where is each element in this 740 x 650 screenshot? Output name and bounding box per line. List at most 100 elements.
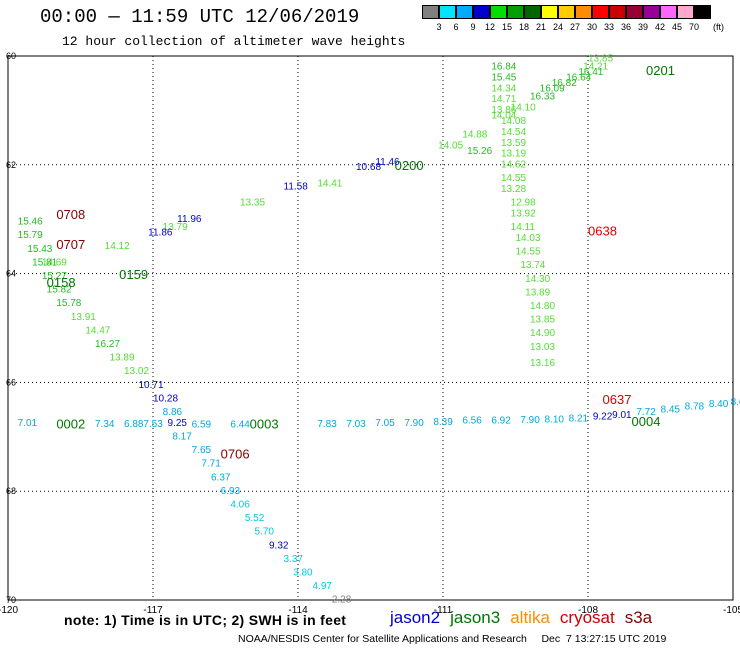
swh-value-label: 3.80: [293, 568, 313, 579]
colorbar-label: 39: [637, 22, 648, 32]
swh-value-label: 15.45: [491, 72, 516, 83]
swh-value-label: 6.56: [462, 416, 482, 427]
swh-value-label: 16.33: [530, 92, 555, 103]
colorbar-cell: [541, 5, 558, 19]
swh-value-label: 13.92: [511, 208, 536, 219]
swh-value-label: 13.02: [124, 366, 149, 377]
swh-value-label: 14.08: [501, 116, 526, 127]
swh-value-label: 11.86: [148, 228, 173, 239]
colorbar-cell: [473, 5, 490, 19]
colorbar-cell: [694, 5, 711, 19]
swh-value-label: 9.25: [168, 418, 188, 429]
swh-value-label: 2.28: [332, 595, 352, 606]
colorbar-cell: [490, 5, 507, 19]
colorbar-cell: [439, 5, 456, 19]
swh-value-label: 16.64: [566, 72, 591, 83]
page-title: 00:00 — 11:59 UTC 12/06/2019: [40, 6, 360, 28]
colorbar-cell: [456, 5, 473, 19]
pass-time-label: 0706: [221, 447, 250, 462]
swh-value-label: 13.59: [501, 138, 526, 149]
swh-value-label: 14.05: [438, 140, 463, 151]
pass-time-label: 0158: [47, 275, 76, 290]
swh-value-label: 14.80: [530, 301, 555, 312]
swh-value-label: 16.84: [491, 62, 516, 73]
colorbar-cell: [524, 5, 541, 19]
colorbar-cell: [609, 5, 626, 19]
pass-time-label: 0159: [119, 267, 148, 282]
swh-value-label: 7.90: [404, 418, 424, 429]
swh-value-label: 11.46: [375, 157, 400, 168]
swh-value-label: 8.86: [163, 407, 183, 418]
colorbar-label: 15: [501, 22, 512, 32]
colorbar-cell: [507, 5, 524, 19]
swh-value-label: 4.06: [230, 500, 250, 511]
swh-value-label: 8.78: [685, 402, 705, 413]
swh-value-label: 7.34: [95, 419, 115, 430]
swh-value-label: 8.45: [661, 404, 681, 415]
colorbar-cell: [422, 5, 439, 19]
pass-time-label: 0004: [632, 414, 661, 429]
colorbar-label: 21: [535, 22, 546, 32]
swh-value-label: 13.85: [530, 315, 555, 326]
colorbar-cell: [626, 5, 643, 19]
mission-jason2: jason2: [390, 608, 441, 627]
swh-value-label: 14.34: [491, 83, 516, 94]
x-tick-label: -105: [723, 605, 740, 616]
swh-value-label: 6.37: [211, 472, 231, 483]
swh-value-label: 8.40: [709, 399, 729, 410]
mission-cryosat: cryosat: [559, 608, 615, 627]
x-tick-label: -117: [143, 605, 163, 616]
swh-value-label: 7.65: [192, 445, 212, 456]
colorbar-label: 36: [620, 22, 631, 32]
swh-value-label: 14.10: [511, 102, 536, 113]
colorbar-cell: [575, 5, 592, 19]
swh-value-label: 7.53: [143, 419, 163, 430]
swh-value-label: 7.83: [317, 419, 337, 430]
swh-value-label: 7.03: [346, 419, 366, 430]
colorbar-cell: [592, 5, 609, 19]
swh-value-label: 14.11: [511, 222, 536, 233]
pass-time-label: 0200: [395, 158, 424, 173]
swh-value-label: 10.71: [139, 380, 164, 391]
swh-value-label: 7.71: [201, 459, 221, 470]
swh-value-label: 13.91: [71, 312, 96, 323]
swh-value-label: 13.79: [163, 222, 188, 233]
swh-value-label: 11.96: [177, 214, 202, 225]
swh-value-label: 14.03: [516, 233, 541, 244]
swh-value-label: 4.97: [313, 581, 333, 592]
colorbar-label: 9: [470, 22, 476, 32]
swh-value-label: 15.79: [18, 230, 43, 241]
mission-s3a: s3a: [624, 608, 653, 627]
swh-value-label: 12.98: [511, 198, 536, 209]
swh-value-label: 13.16: [530, 358, 555, 369]
swh-value-label: 14.41: [317, 179, 342, 190]
y-tick-label: 64: [6, 269, 16, 279]
swh-value-label: 7.05: [375, 418, 395, 429]
swh-value-label: 13.74: [520, 260, 545, 271]
swh-value-label: 7.90: [520, 415, 540, 426]
swh-value-label: 14.21: [583, 62, 608, 73]
swh-value-label: 10.28: [153, 393, 178, 404]
swh-value-label: 13.03: [530, 342, 555, 353]
swh-value-label: 13.89: [110, 353, 135, 364]
swh-value-label: 15.81: [32, 257, 57, 268]
swh-value-label: 8.10: [545, 415, 565, 426]
colorbar-label: 42: [654, 22, 665, 32]
swh-value-label: 14.69: [42, 257, 67, 268]
colorbar-cell: [677, 5, 694, 19]
y-tick-label: 60: [6, 51, 16, 61]
swh-value-label: 9.01: [612, 410, 632, 421]
swh-value-label: 14.54: [501, 127, 526, 138]
swh-value-label: 7.01: [18, 418, 38, 429]
swh-value-label: 15.27: [42, 271, 67, 282]
swh-value-label: 10.68: [356, 162, 381, 173]
swh-value-label: 15.82: [47, 285, 72, 296]
swh-value-label: 15.43: [27, 244, 52, 255]
swh-value-label: 13.85: [588, 53, 613, 64]
swh-value-label: 15.46: [18, 217, 43, 228]
colorbar-label: 6: [453, 22, 459, 32]
swh-value-label: 8.21: [569, 414, 589, 425]
colorbar-label: 33: [603, 22, 614, 32]
colorbar-label: 24: [552, 22, 563, 32]
